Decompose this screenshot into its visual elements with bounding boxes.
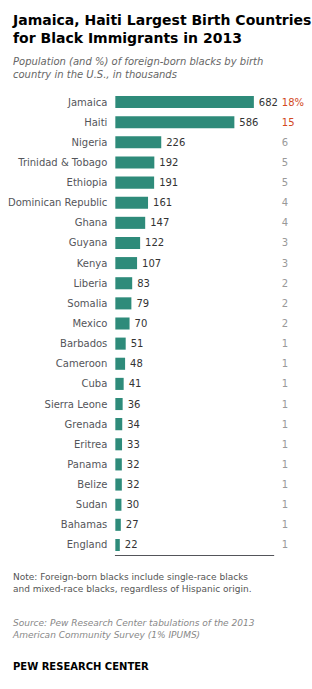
svg-text:Panama: Panama	[67, 459, 107, 470]
svg-text:Source: Pew Research Center ta: Source: Pew Research Center tabulations …	[13, 618, 257, 628]
svg-text:Liberia: Liberia	[73, 278, 107, 289]
svg-text:Sierra Leone: Sierra Leone	[45, 399, 108, 410]
svg-text:2: 2	[282, 318, 288, 329]
svg-text:1: 1	[282, 459, 288, 470]
svg-text:83: 83	[137, 278, 150, 289]
svg-text:682: 682	[259, 97, 278, 108]
svg-text:191: 191	[159, 177, 178, 188]
svg-text:Note: Foreign-born blacks incl: Note: Foreign-born blacks include single…	[13, 572, 251, 582]
svg-text:Trinidad & Tobago: Trinidad & Tobago	[17, 157, 107, 168]
svg-text:36: 36	[128, 399, 141, 410]
svg-text:Somalia: Somalia	[67, 298, 107, 309]
svg-text:Guyana: Guyana	[69, 237, 108, 248]
svg-text:Haiti: Haiti	[84, 117, 107, 128]
svg-text:586: 586	[239, 117, 258, 128]
svg-text:American Community Survey (1%: American Community Survey (1% IPUMS)	[12, 630, 200, 640]
svg-text:country in the U.S., in thousa: country in the U.S., in thousands	[13, 69, 177, 80]
svg-text:2: 2	[282, 278, 288, 289]
svg-text:Mexico: Mexico	[72, 318, 107, 329]
svg-text:Ghana: Ghana	[75, 217, 108, 228]
svg-text:33: 33	[127, 439, 140, 450]
svg-text:4: 4	[282, 197, 288, 208]
svg-text:226: 226	[166, 137, 185, 148]
svg-text:122: 122	[145, 237, 164, 248]
svg-text:PEW RESEARCH CENTER: PEW RESEARCH CENTER	[13, 661, 149, 672]
svg-text:107: 107	[142, 258, 161, 269]
svg-text:1: 1	[282, 399, 288, 410]
svg-text:5: 5	[282, 157, 288, 168]
svg-text:18%: 18%	[282, 97, 304, 108]
svg-text:Grenada: Grenada	[65, 419, 108, 430]
svg-text:5: 5	[282, 177, 288, 188]
svg-text:England: England	[67, 539, 108, 550]
svg-text:79: 79	[136, 298, 149, 309]
svg-text:161: 161	[153, 197, 172, 208]
svg-text:Population (and %) of foreign-: Population (and %) of foreign-born black…	[13, 56, 263, 67]
svg-text:48: 48	[130, 358, 143, 369]
svg-text:1: 1	[282, 338, 288, 349]
svg-text:1: 1	[282, 519, 288, 530]
svg-text:4: 4	[282, 217, 288, 228]
svg-text:Kenya: Kenya	[77, 258, 108, 269]
svg-text:1: 1	[282, 358, 288, 369]
svg-text:for Black Immigrants in 2013: for Black Immigrants in 2013	[13, 30, 242, 46]
svg-text:Nigeria: Nigeria	[72, 137, 108, 148]
svg-text:51: 51	[131, 338, 144, 349]
svg-text:6: 6	[282, 137, 288, 148]
svg-text:Jamaica: Jamaica	[67, 97, 107, 108]
svg-text:15: 15	[282, 117, 295, 128]
svg-text:30: 30	[126, 499, 139, 510]
svg-text:1: 1	[282, 419, 288, 430]
svg-text:Sudan: Sudan	[76, 499, 108, 510]
svg-text:1: 1	[282, 539, 288, 550]
svg-text:32: 32	[127, 459, 140, 470]
svg-text:Cuba: Cuba	[82, 378, 108, 389]
svg-text:Jamaica, Haiti Largest Birth C: Jamaica, Haiti Largest Birth Countries	[12, 12, 311, 28]
svg-text:Dominican Republic: Dominican Republic	[8, 197, 107, 208]
svg-text:192: 192	[159, 157, 178, 168]
svg-text:Cameroon: Cameroon	[56, 358, 107, 369]
svg-text:1: 1	[282, 439, 288, 450]
svg-text:2: 2	[282, 298, 288, 309]
svg-text:34: 34	[127, 419, 140, 430]
svg-text:1: 1	[282, 378, 288, 389]
svg-text:27: 27	[126, 519, 139, 530]
svg-text:1: 1	[282, 499, 288, 510]
svg-text:3: 3	[282, 237, 288, 248]
svg-text:41: 41	[129, 378, 142, 389]
svg-text:147: 147	[150, 217, 169, 228]
svg-text:1: 1	[282, 479, 288, 490]
svg-text:22: 22	[125, 539, 138, 550]
svg-text:Bahamas: Bahamas	[61, 519, 108, 530]
svg-text:70: 70	[135, 318, 148, 329]
svg-text:3: 3	[282, 258, 288, 269]
svg-text:Ethiopia: Ethiopia	[67, 177, 108, 188]
svg-text:Belize: Belize	[77, 479, 107, 490]
svg-text:Eritrea: Eritrea	[74, 439, 107, 450]
svg-text:and mixed-race blacks, regardl: and mixed-race blacks, regardless of His…	[13, 584, 252, 594]
svg-text:32: 32	[127, 479, 140, 490]
svg-text:Barbados: Barbados	[60, 338, 107, 349]
